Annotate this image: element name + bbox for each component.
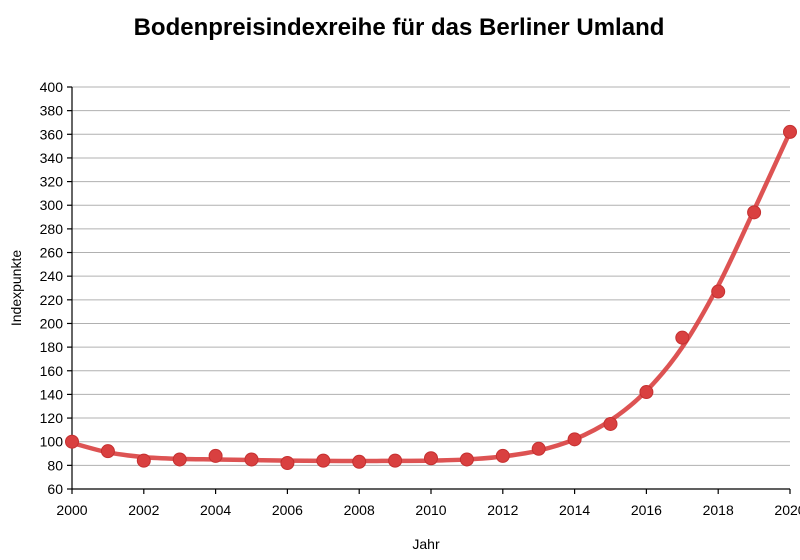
- data-point-2004: [208, 448, 223, 463]
- x-tick-label-2006: 2006: [272, 502, 303, 518]
- data-point-2015: [603, 416, 618, 431]
- y-tick-labels: 60 80 100 120 140 160 180 200 220 240 260 280 300 320…: [40, 79, 64, 497]
- y-tick-label-340: 340: [40, 150, 64, 166]
- y-tick-label-80: 80: [47, 457, 63, 473]
- y-tick-label-60: 60: [47, 481, 63, 497]
- data-point-2020: [783, 124, 797, 139]
- data-point-2017: [675, 330, 690, 345]
- y-tick-label-360: 360: [40, 126, 64, 142]
- data-point-2006: [280, 455, 295, 470]
- data-point-2002: [136, 453, 151, 468]
- data-point-2003: [172, 452, 187, 467]
- y-tick-label-120: 120: [40, 410, 64, 426]
- data-point-2011: [459, 452, 474, 467]
- data-point-2018: [711, 284, 726, 299]
- y-tick-label-180: 180: [40, 339, 64, 355]
- x-tick-labels: 2000 2002 2004 2006 2008 2010 2012 2014 2016 2018…: [56, 502, 800, 518]
- y-tick-label-320: 320: [40, 174, 64, 190]
- y-tick-label-200: 200: [40, 315, 64, 331]
- data-point-2007: [316, 453, 331, 468]
- y-tick-label-100: 100: [40, 434, 64, 450]
- y-tick-label-140: 140: [40, 386, 64, 402]
- x-tick-label-2004: 2004: [200, 502, 231, 518]
- axes: [67, 86, 791, 494]
- y-tick-label-300: 300: [40, 197, 64, 213]
- y-tick-label-240: 240: [40, 268, 64, 284]
- y-tick-label-380: 380: [40, 103, 64, 119]
- data-point-2001: [100, 444, 115, 459]
- data-point-2012: [495, 448, 510, 463]
- x-tick-label-2016: 2016: [631, 502, 662, 518]
- y-tick-label-400: 400: [40, 79, 64, 95]
- x-tick-label-2018: 2018: [703, 502, 734, 518]
- y-tick-label-220: 220: [40, 292, 64, 308]
- x-tick-label-2012: 2012: [487, 502, 518, 518]
- x-tick-label-2008: 2008: [344, 502, 375, 518]
- data-point-2009: [388, 453, 403, 468]
- data-point-2014: [567, 432, 582, 447]
- data-point-2016: [639, 385, 654, 400]
- trend-line: [69, 129, 793, 464]
- x-tick-label-2002: 2002: [128, 502, 159, 518]
- data-point-2010: [424, 451, 438, 466]
- data-point-2000: [65, 434, 79, 449]
- chart-title: Bodenpreisindexreihe für das Berliner Um…: [134, 14, 665, 41]
- x-tick-label-2000: 2000: [56, 502, 87, 518]
- x-tick-label-2020: 2020: [774, 502, 800, 518]
- plot-area: [65, 124, 797, 470]
- x-tick-label-2010: 2010: [415, 502, 446, 518]
- data-point-2013: [531, 441, 546, 456]
- data-point-2019: [747, 205, 762, 220]
- x-axis-label: Jahr: [412, 536, 440, 552]
- y-tick-label-260: 260: [40, 245, 64, 261]
- data-point-2008: [352, 454, 367, 469]
- y-axis-label: Indexpunkte: [8, 250, 24, 326]
- grid: [72, 86, 790, 466]
- y-tick-label-280: 280: [40, 221, 64, 237]
- x-tick-label-2014: 2014: [559, 502, 590, 518]
- y-tick-label-160: 160: [40, 363, 64, 379]
- data-point-2005: [244, 452, 259, 467]
